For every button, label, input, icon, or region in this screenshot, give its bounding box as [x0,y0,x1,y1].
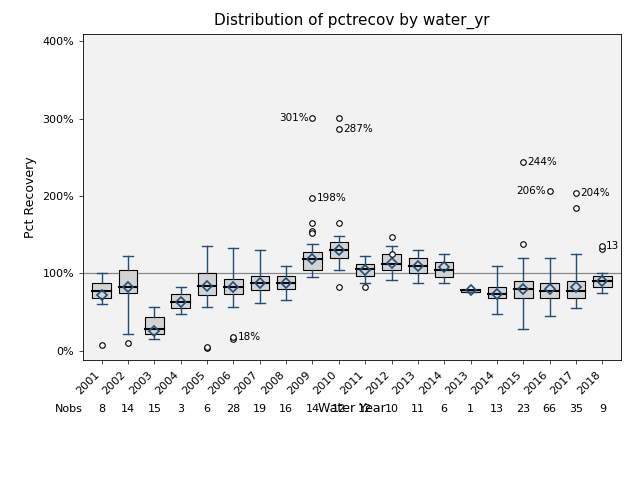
Text: 287%: 287% [343,124,372,134]
Text: 1: 1 [467,404,474,414]
X-axis label: Water Year: Water Year [318,402,386,415]
Text: 244%: 244% [527,157,557,167]
Text: 23: 23 [516,404,531,414]
Bar [514,281,532,298]
Text: 13: 13 [490,404,504,414]
Text: 11: 11 [411,404,425,414]
Bar [567,281,585,298]
Text: 15: 15 [147,404,161,414]
Text: 3: 3 [177,404,184,414]
Bar [356,264,374,276]
Text: 16: 16 [279,404,293,414]
Bar [145,317,164,334]
Text: 13: 13 [606,241,620,252]
Bar [198,274,216,295]
Bar [435,262,454,277]
Text: 12: 12 [358,404,372,414]
Y-axis label: Pct Recovery: Pct Recovery [24,156,37,238]
Text: 6: 6 [204,404,211,414]
Text: 35: 35 [569,404,583,414]
Bar [488,287,506,298]
Bar [409,258,427,274]
Text: 28: 28 [227,404,241,414]
Bar [540,283,559,298]
Text: 18%: 18% [237,332,260,342]
Bar [382,254,401,269]
Bar [92,283,111,298]
Text: 14: 14 [305,404,319,414]
Text: 301%: 301% [279,113,308,123]
Text: 10: 10 [385,404,399,414]
Bar [250,276,269,289]
Text: 9: 9 [599,404,606,414]
Bar [224,279,243,294]
Text: 6: 6 [441,404,448,414]
Bar [330,242,348,258]
Title: Distribution of pctrecov by water_yr: Distribution of pctrecov by water_yr [214,13,490,29]
Text: 14: 14 [121,404,135,414]
Bar [303,252,322,269]
Bar [277,276,295,289]
Text: 206%: 206% [516,186,546,196]
Bar [119,269,137,293]
Bar [593,276,612,288]
Text: 19: 19 [253,404,267,414]
Text: 204%: 204% [580,188,609,198]
Text: Nobs: Nobs [55,404,83,414]
Bar [172,294,190,308]
Text: 8: 8 [98,404,105,414]
Text: 198%: 198% [316,192,346,203]
Text: 66: 66 [543,404,557,414]
Text: 12: 12 [332,404,346,414]
Bar [461,289,480,292]
